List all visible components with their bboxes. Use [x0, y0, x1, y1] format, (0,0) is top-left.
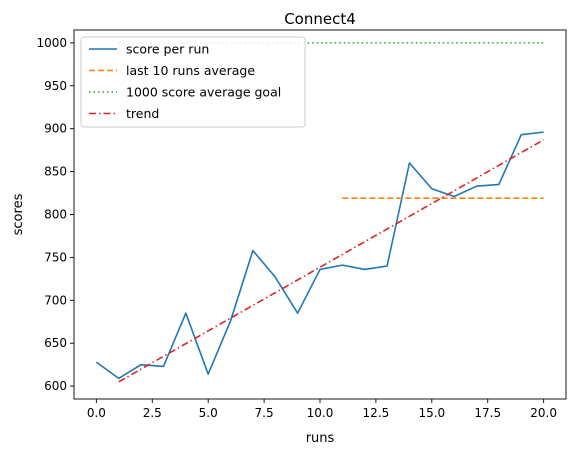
y-tick-label: 700 [44, 293, 67, 307]
y-tick-label: 750 [44, 250, 67, 264]
legend-label: trend [126, 106, 159, 121]
chart-title: Connect4 [284, 10, 356, 28]
series-line-score-per-run [95, 131, 544, 380]
y-axis-label: scores [11, 193, 26, 235]
x-tick-label: 5.0 [199, 406, 218, 420]
x-tick-label: 2.5 [143, 406, 162, 420]
x-axis-label: runs [306, 431, 335, 446]
x-tick-label: 12.5 [363, 406, 390, 420]
x-tick-label: 10.0 [307, 406, 334, 420]
x-axis: 0.0 2.5 5.0 7.5 10.0 12.5 15.0 17.5 20.0 [87, 399, 557, 420]
y-tick-label: 950 [44, 79, 67, 93]
x-tick-label: 0.0 [87, 406, 106, 420]
y-tick-label: 1000 [36, 36, 67, 50]
legend-label: score per run [126, 42, 209, 57]
legend: score per run last 10 runs average 1000 sc… [80, 36, 306, 128]
legend-entries: score per run last 10 runs average 1000 sc… [89, 42, 281, 121]
legend-label: 1000 score average goal [126, 85, 281, 100]
legend-box [80, 36, 306, 128]
y-tick-label: 800 [44, 208, 67, 222]
x-tick-label: 17.5 [474, 406, 501, 420]
series-line-trend [118, 139, 545, 383]
y-tick-label: 650 [44, 336, 67, 350]
x-tick-label: 7.5 [255, 406, 274, 420]
x-tick-label: 20.0 [530, 406, 557, 420]
y-axis: 600 650 700 750 800 850 900 950 1000 [36, 36, 74, 393]
series-layer [95, 42, 545, 383]
y-tick-label: 900 [44, 122, 67, 136]
legend-label: last 10 runs average [126, 63, 255, 78]
y-tick-label: 600 [44, 379, 67, 393]
x-tick-label: 15.0 [418, 406, 445, 420]
y-tick-label: 850 [44, 165, 67, 179]
